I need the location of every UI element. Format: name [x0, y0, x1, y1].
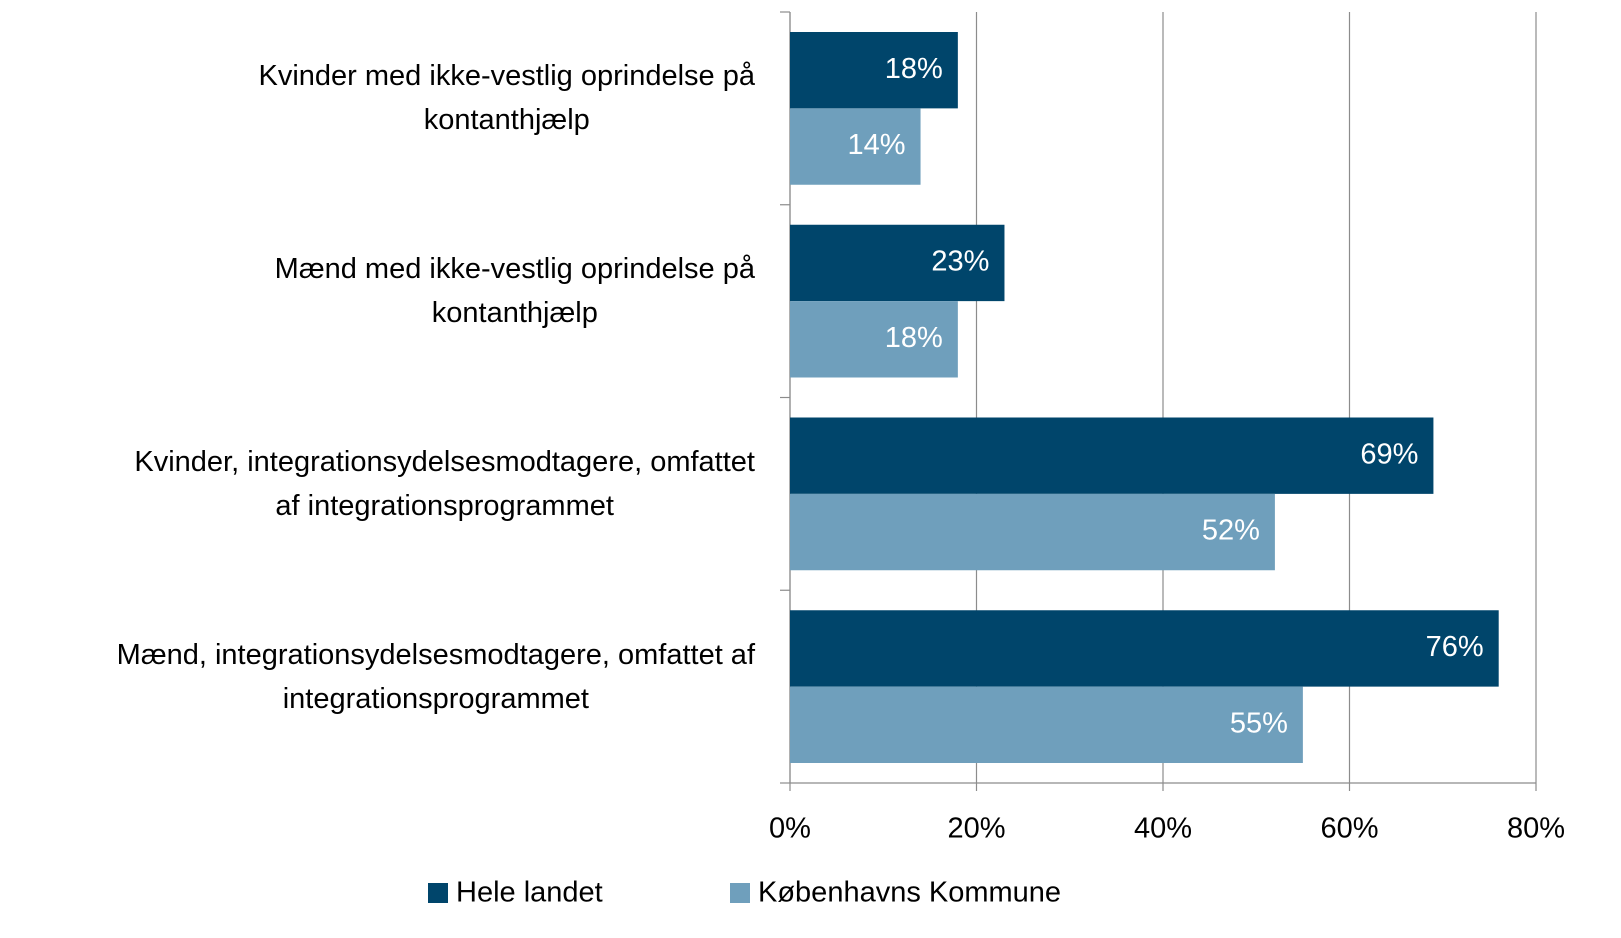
- bar: [790, 32, 958, 109]
- bar: [790, 610, 1499, 687]
- value-label: 55%: [1230, 707, 1288, 739]
- value-label: 18%: [885, 322, 943, 354]
- y-tick-label: Kvinder, integrationsydelsesmodtagere, o…: [134, 445, 755, 522]
- bar: [790, 493, 1275, 571]
- legend-label: Københavns Kommune: [758, 877, 1061, 909]
- y-tick-label: Kvinder med ikke-vestlig oprindelse på k…: [258, 60, 755, 137]
- x-tick-label: 40%: [1134, 813, 1192, 845]
- legend-swatch: [428, 883, 448, 903]
- value-label: 18%: [885, 53, 943, 85]
- y-tick-label: Mænd, integrationsydelsesmodtagere, omfa…: [116, 638, 755, 715]
- value-label: 14%: [848, 129, 906, 161]
- x-tick-label: 80%: [1507, 813, 1565, 845]
- y-tick-label: Mænd med ikke-vestlig oprindelse på kont…: [274, 253, 755, 330]
- bar: [790, 108, 921, 185]
- bar: [790, 417, 1434, 494]
- value-label: 69%: [1360, 438, 1418, 470]
- bar: [790, 686, 1303, 763]
- x-tick-label: 60%: [1320, 813, 1378, 845]
- value-label: 76%: [1426, 631, 1484, 663]
- value-label: 52%: [1202, 515, 1260, 547]
- x-tick-label: 20%: [947, 813, 1005, 845]
- legend-swatch: [730, 883, 750, 903]
- bar: [790, 301, 958, 378]
- bar: [790, 224, 1005, 302]
- value-label: 23%: [931, 246, 989, 278]
- x-tick-label: 0%: [769, 813, 811, 845]
- legend-label: Hele landet: [456, 877, 603, 909]
